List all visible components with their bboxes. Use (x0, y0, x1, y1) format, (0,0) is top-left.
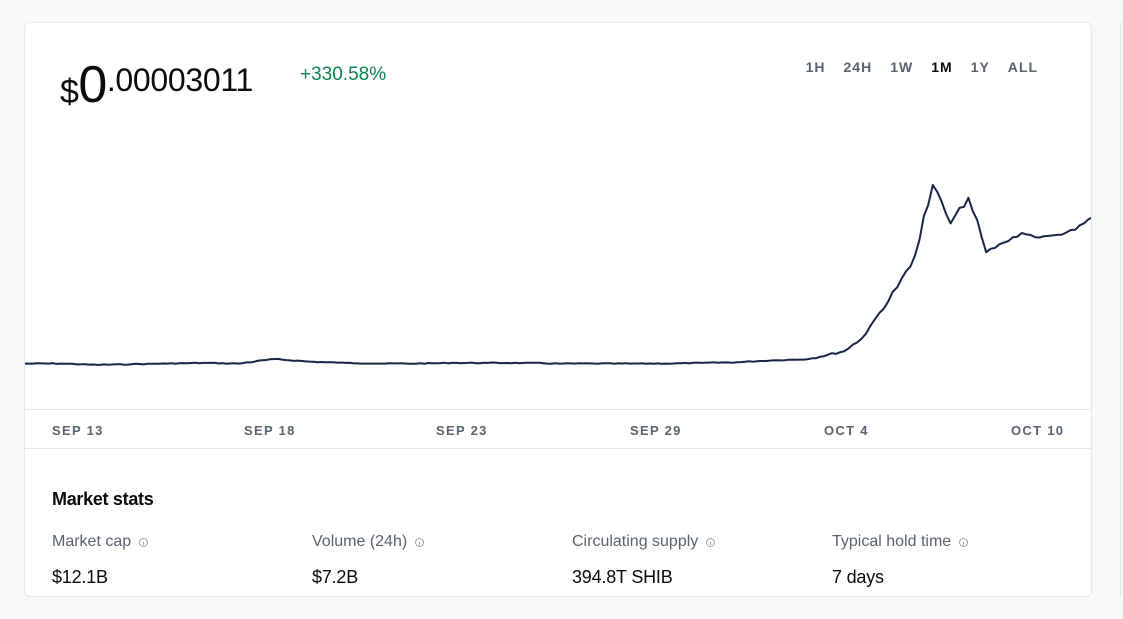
price-line-chart-svg (25, 184, 1091, 366)
price-series-line (25, 184, 1091, 366)
price-chart-card: $ 0 .00003011 +330.58% 1H 24H 1W 1M 1Y A… (24, 22, 1092, 597)
range-1y-button[interactable]: 1Y (970, 59, 990, 75)
time-range-selector: 1H 24H 1W 1M 1Y ALL (797, 59, 1047, 75)
x-tick-label: SEP 29 (630, 423, 682, 438)
price-currency-symbol: $ (60, 73, 79, 111)
stat-value: 7 days (832, 567, 884, 587)
x-tick-label: SEP 18 (244, 423, 296, 438)
x-tick-label: SEP 23 (436, 423, 488, 438)
stat-label: Typical hold time (832, 533, 952, 550)
info-icon[interactable] (959, 537, 969, 547)
stat-volume-24h: Volume (24h) $7.2B (312, 533, 552, 588)
price-decimal-part: .00003011 (106, 62, 254, 98)
stat-market-cap: Market cap $12.1B (52, 533, 292, 588)
stat-circulating-supply: Circulating supply 394.8T SHIB (572, 533, 812, 588)
stat-label: Circulating supply (572, 533, 699, 550)
x-axis-line (25, 409, 1091, 410)
price-integer-part: 0 (78, 56, 107, 114)
price-change-percent: +330.58% (300, 64, 387, 85)
stat-label: Market cap (52, 533, 132, 550)
x-tick-label: SEP 13 (52, 423, 104, 438)
x-tick-label: OCT 10 (1011, 423, 1065, 438)
stat-label: Volume (24h) (312, 533, 408, 550)
range-1h-button[interactable]: 1H (805, 59, 826, 75)
range-1w-button[interactable]: 1W (890, 59, 914, 75)
current-price: $ 0 .00003011 (60, 59, 253, 112)
info-icon[interactable] (706, 537, 716, 547)
stat-value: $12.1B (52, 567, 108, 587)
stat-value: $7.2B (312, 567, 359, 587)
section-divider (25, 448, 1091, 449)
side-panel-edge (1120, 22, 1121, 597)
stat-value: 394.8T SHIB (572, 567, 673, 587)
x-axis: SEP 13 SEP 18 SEP 23 SEP 29 OCT 4 OCT 10 (25, 410, 1091, 448)
stat-typical-hold-time: Typical hold time 7 days (832, 533, 1072, 588)
market-stats-title: Market stats (52, 489, 154, 509)
info-icon[interactable] (139, 537, 149, 547)
info-icon[interactable] (415, 537, 425, 547)
price-line-chart[interactable] (25, 133, 1091, 413)
range-1m-button[interactable]: 1M (931, 59, 953, 75)
x-tick-label: OCT 4 (824, 423, 869, 438)
range-24h-button[interactable]: 24H (843, 59, 873, 75)
range-all-button[interactable]: ALL (1007, 59, 1038, 75)
